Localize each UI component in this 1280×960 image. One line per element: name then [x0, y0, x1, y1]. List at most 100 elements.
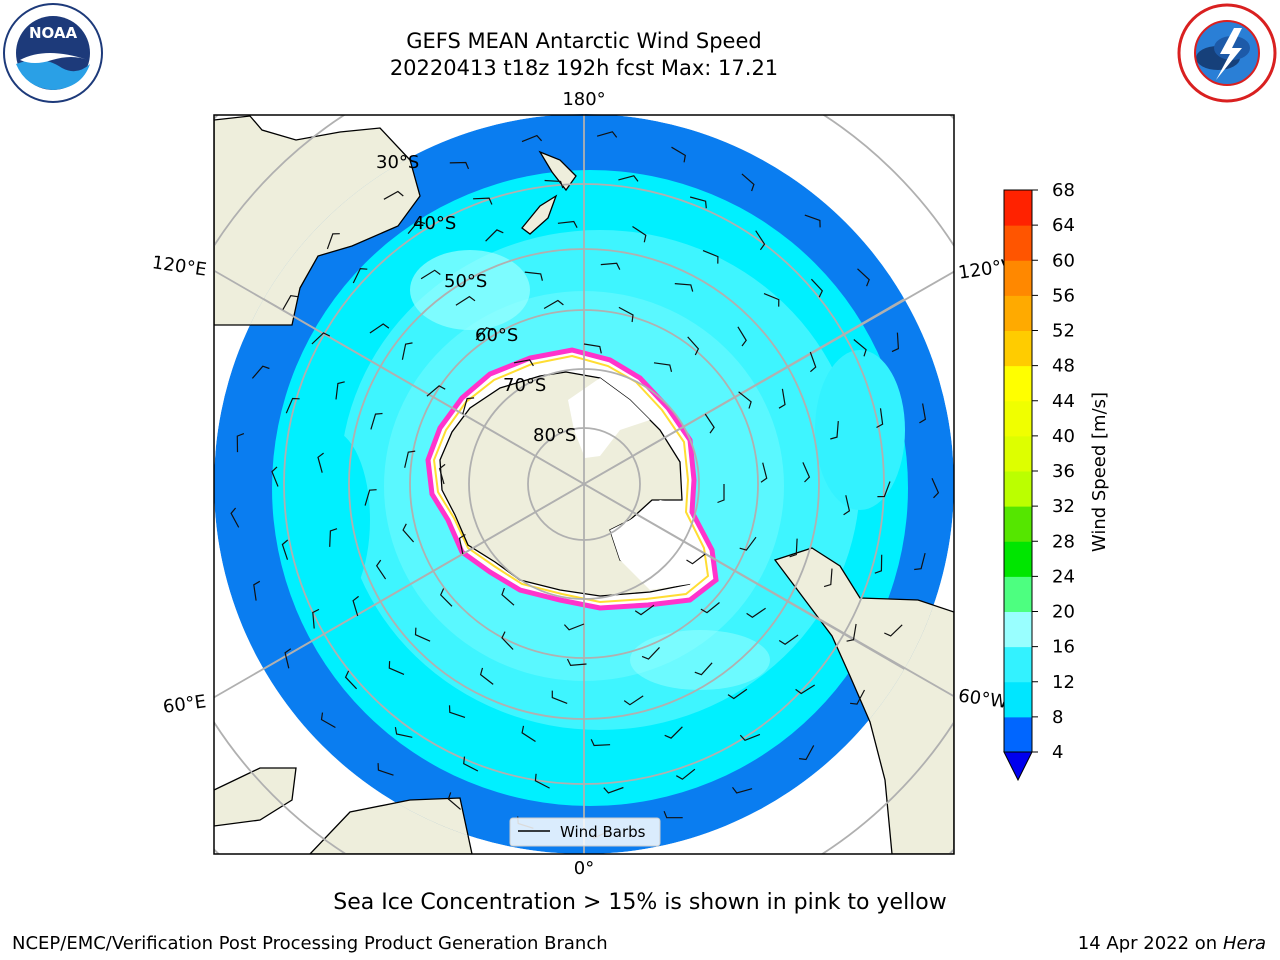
colorbar-tick-label: 28	[1052, 531, 1075, 552]
colorbar-tick-label: 12	[1052, 672, 1075, 693]
chart-subtitle: 20220413 t18z 192h fcst Max: 17.21	[389, 56, 779, 80]
colorbar-tick-label: 52	[1052, 321, 1075, 342]
lat-label-80: 80°S	[533, 425, 576, 446]
wind-barb	[686, 553, 706, 565]
lon-label-top: 180°	[562, 89, 605, 110]
wind-barb	[447, 792, 461, 810]
wind-barb	[420, 269, 441, 280]
wind-barb	[521, 134, 543, 143]
wind-barb	[802, 462, 811, 483]
wind-barb	[566, 658, 587, 667]
colorbar-segment	[1004, 576, 1032, 612]
wind-barb	[850, 689, 866, 705]
wind-barb	[809, 351, 817, 373]
wind-barb	[738, 391, 752, 409]
wind-barb	[704, 413, 715, 434]
wind-barb	[739, 536, 757, 551]
wind-barb	[501, 631, 514, 650]
colorbar-segment	[1004, 190, 1032, 226]
colorbar-tick-label: 64	[1052, 215, 1075, 236]
wind-barb	[458, 533, 466, 555]
wind-barb	[352, 267, 368, 284]
footer-host: Hera	[1222, 933, 1266, 954]
wind-barb	[914, 552, 926, 571]
wind-barb	[524, 271, 543, 281]
wind-barb	[513, 359, 534, 367]
wind-barb	[369, 323, 390, 334]
wind-barb	[281, 539, 289, 560]
wind-barb	[676, 768, 696, 780]
wind-barb	[370, 412, 383, 430]
wind-barb	[284, 648, 292, 669]
wind-barb	[623, 695, 644, 706]
wind-barb	[755, 230, 766, 251]
wind-barb	[449, 161, 470, 170]
wind-barb	[596, 131, 618, 138]
wind-barb	[253, 580, 261, 601]
wind-barb	[543, 299, 564, 310]
wind-barb	[600, 262, 621, 270]
wind-barb	[352, 595, 359, 617]
wind-barb	[521, 725, 536, 743]
nws-logo	[1177, 3, 1277, 103]
footer-date-text: 14 Apr 2022 on	[1077, 933, 1223, 954]
wind-barb	[857, 268, 870, 287]
wind-barb	[778, 388, 786, 409]
wind-barbs	[230, 131, 940, 839]
wind-barb	[448, 705, 466, 718]
wind-barb	[700, 602, 720, 614]
wind-barb	[402, 523, 415, 543]
wind-barb	[795, 684, 816, 695]
wind-barb	[377, 763, 394, 776]
colorbar-segment	[1004, 435, 1032, 472]
wind-barb	[671, 146, 686, 163]
colorbar-segment	[1004, 681, 1032, 718]
colorbar-segment	[1004, 330, 1032, 367]
wind-barb	[746, 607, 766, 619]
lat-label-60: 60°S	[475, 325, 518, 346]
wind-barb	[689, 196, 707, 209]
colorbar-segment	[1004, 716, 1032, 753]
wind-barb	[618, 306, 634, 323]
footer-credit: NCEP/EMC/Verification Post Processing Pr…	[12, 933, 608, 954]
wind-barb	[251, 365, 270, 379]
colorbar-tick-label: 36	[1052, 461, 1075, 482]
wind-barb	[590, 738, 611, 747]
wind-barb	[874, 554, 883, 574]
wind-barb	[653, 362, 673, 372]
wind-barb	[804, 214, 821, 228]
colorbar-segment	[1004, 295, 1032, 331]
wind-barb	[884, 624, 903, 637]
wind-barb	[501, 587, 515, 606]
lon-label-120e: 120°E	[151, 252, 208, 280]
colorbar-segment	[1004, 260, 1032, 296]
wind-barb	[329, 528, 338, 547]
wind-barb	[810, 278, 824, 298]
lat-label-70: 70°S	[503, 375, 546, 396]
wind-barb	[717, 484, 725, 504]
wind-barb	[741, 173, 755, 192]
colorbar-segment	[1004, 646, 1032, 683]
wind-barb	[401, 342, 413, 360]
antarctica	[439, 371, 691, 597]
wind-barb	[534, 773, 550, 789]
wind-barb	[455, 295, 476, 306]
wind-barb	[438, 463, 446, 485]
wind-barb	[641, 646, 660, 660]
lat-label-30: 30°S	[376, 152, 419, 173]
lat-label-40: 40°S	[413, 213, 456, 234]
wind-barb	[634, 604, 655, 616]
wind-barb	[727, 688, 748, 700]
wind-barb	[230, 507, 240, 528]
colorbar-tick-label: 4	[1052, 742, 1063, 763]
wind-barb	[763, 293, 780, 307]
wind-barb	[737, 326, 747, 347]
wind-barb	[394, 726, 413, 738]
colorbar-segment	[1004, 611, 1032, 648]
wind-barb	[475, 326, 494, 341]
colorbar-tick-label: 32	[1052, 496, 1075, 517]
wind-barb	[473, 197, 493, 205]
wind-barb	[664, 726, 683, 739]
wind-barb	[732, 786, 753, 794]
wind-barb	[551, 690, 568, 704]
